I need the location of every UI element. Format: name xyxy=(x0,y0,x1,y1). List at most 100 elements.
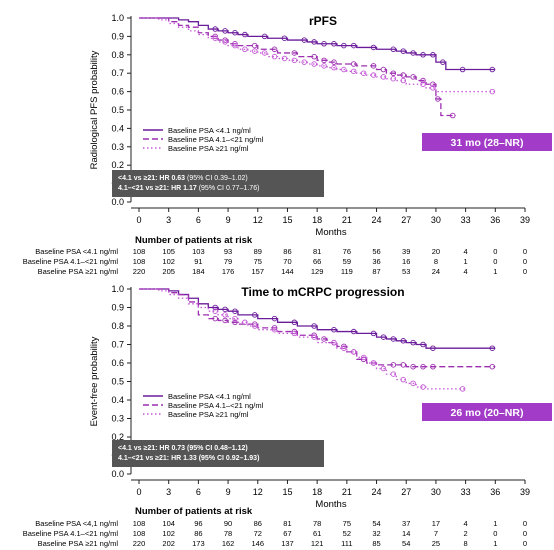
censor-mark xyxy=(311,39,317,45)
risk-cell: 0 xyxy=(523,529,527,538)
censor-mark xyxy=(400,338,406,344)
censor-mark xyxy=(360,70,367,76)
risk-cell: 104 xyxy=(162,519,175,528)
risk-cell: 119 xyxy=(341,267,353,276)
censor-mark xyxy=(430,52,436,58)
censor-mark xyxy=(420,77,426,84)
risk-cell: 144 xyxy=(281,267,294,276)
risk-cell: 52 xyxy=(343,529,351,538)
censor-mark xyxy=(252,42,258,49)
censor-mark xyxy=(420,384,426,390)
y-tick-label: 0.4 xyxy=(111,123,124,133)
y-axis-label: Event-free probability xyxy=(89,336,100,426)
censor-mark xyxy=(222,39,228,45)
y-tick-label: 0.9 xyxy=(111,303,124,313)
censor-mark xyxy=(410,380,416,387)
censor-mark xyxy=(281,55,288,62)
censor-mark xyxy=(331,59,337,65)
series-line-1 xyxy=(139,288,496,349)
risk-cell: 108 xyxy=(133,247,146,256)
censor-mark xyxy=(420,81,426,87)
legend-label: Baseline PSA 4.1–<21 ng/ml xyxy=(168,135,264,144)
x-tick-label: 39 xyxy=(520,487,530,497)
censor-mark xyxy=(400,72,406,78)
x-tick-label: 0 xyxy=(136,215,141,225)
hr-line: 4.1–<21 vs ≥21: HR 1.33 (95% CI 0.92–1.9… xyxy=(118,455,259,462)
x-tick-label: 9 xyxy=(226,215,231,225)
x-tick-label: 24 xyxy=(372,487,382,497)
censor-mark xyxy=(261,50,268,56)
censor-mark xyxy=(435,96,441,102)
censor-mark xyxy=(390,70,397,76)
censor-mark xyxy=(311,334,317,340)
risk-cell: 176 xyxy=(222,267,235,276)
risk-cell: 102 xyxy=(162,257,175,266)
censor-mark xyxy=(341,42,347,49)
legend-label: Baseline PSA <4.1 ng/ml xyxy=(168,392,251,401)
censor-mark xyxy=(489,345,496,351)
censor-mark xyxy=(489,363,496,370)
risk-cell: 102 xyxy=(162,529,175,538)
risk-cell: 184 xyxy=(192,267,205,276)
risk-cell: 0 xyxy=(493,529,497,538)
censor-mark xyxy=(281,35,288,41)
y-tick-label: 0.5 xyxy=(111,377,124,387)
censor-mark xyxy=(232,29,238,36)
risk-cell: 2 xyxy=(464,529,468,538)
risk-table-title: Number of patients at risk xyxy=(135,506,253,517)
censor-mark xyxy=(321,336,327,342)
censor-mark xyxy=(380,365,387,372)
censor-mark xyxy=(400,376,406,383)
risk-cell: 91 xyxy=(194,257,202,266)
censor-mark xyxy=(430,363,436,370)
risk-cell: 108 xyxy=(133,257,146,266)
risk-cell: 39 xyxy=(402,247,410,256)
x-tick-label: 18 xyxy=(312,487,322,497)
series-line-2 xyxy=(139,17,456,117)
censor-mark xyxy=(350,68,357,75)
risk-cell: 1 xyxy=(493,519,497,528)
censor-mark xyxy=(291,330,298,337)
risk-row-label: Baseline PSA <4.1 ng/ml xyxy=(35,247,118,256)
censor-mark xyxy=(232,42,238,49)
x-tick-label: 33 xyxy=(461,215,471,225)
censor-mark xyxy=(321,63,327,69)
chart-title: Time to mCRPC progression xyxy=(241,285,404,299)
risk-cell: 81 xyxy=(283,519,291,528)
x-tick-label: 24 xyxy=(372,215,382,225)
x-tick-label: 21 xyxy=(342,215,352,225)
risk-cell: 103 xyxy=(192,247,205,256)
risk-cell: 90 xyxy=(224,519,232,528)
censor-mark xyxy=(430,81,436,87)
censor-mark xyxy=(440,59,446,65)
censor-mark xyxy=(420,363,426,370)
hr-box xyxy=(112,440,324,467)
risk-cell: 4 xyxy=(464,267,468,276)
censor-mark xyxy=(410,74,416,80)
hr-box xyxy=(112,170,324,197)
risk-cell: 129 xyxy=(311,267,324,276)
risk-cell: 93 xyxy=(224,247,232,256)
risk-cell: 54 xyxy=(402,539,410,548)
censor-mark xyxy=(212,304,218,311)
censor-mark xyxy=(350,61,357,67)
x-tick-label: 30 xyxy=(431,487,441,497)
x-tick-label: 6 xyxy=(196,215,201,225)
risk-cell: 0 xyxy=(523,257,527,266)
x-tick-label: 3 xyxy=(166,215,171,225)
censor-mark xyxy=(311,323,317,329)
censor-mark xyxy=(301,37,308,43)
risk-cell: 79 xyxy=(224,257,232,266)
risk-cell: 72 xyxy=(254,529,262,538)
risk-cell: 8 xyxy=(434,257,438,266)
hr-bold: <4.1 vs ≥21: HR 0.63 xyxy=(118,175,185,182)
hr-bold: 4.1–<21 vs ≥21: HR 1.33 (95% CI 0.92–1.9… xyxy=(118,455,259,462)
y-tick-label: 1.0 xyxy=(111,284,124,294)
censor-mark xyxy=(261,33,268,40)
censor-mark xyxy=(410,339,416,346)
censor-mark xyxy=(390,336,397,342)
risk-cell: 70 xyxy=(283,257,291,266)
censor-mark xyxy=(331,64,337,71)
x-axis-label: Months xyxy=(315,227,346,238)
x-tick-label: 21 xyxy=(342,487,352,497)
